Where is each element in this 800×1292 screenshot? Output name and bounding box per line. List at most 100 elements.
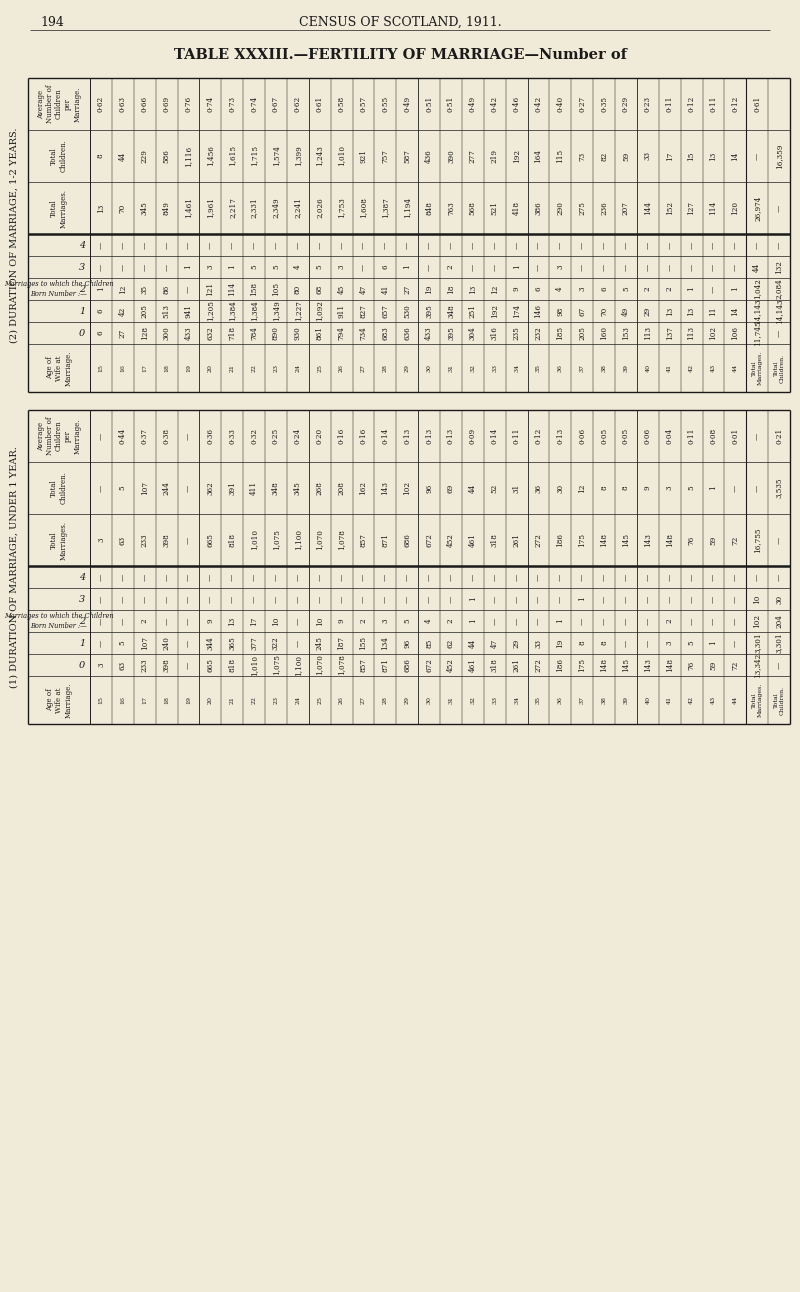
Text: —: —: [185, 484, 193, 492]
Text: 244: 244: [162, 481, 170, 495]
Text: —: —: [119, 574, 127, 580]
Text: 63: 63: [119, 535, 127, 544]
Text: Total
Children.: Total Children.: [50, 140, 67, 172]
Text: 1,194: 1,194: [403, 198, 411, 218]
Text: 1,461: 1,461: [185, 198, 193, 218]
Text: 235: 235: [513, 326, 521, 340]
Text: 86: 86: [162, 284, 170, 293]
Text: —: —: [578, 242, 586, 248]
Text: 127: 127: [687, 202, 695, 214]
Text: —: —: [294, 618, 302, 624]
Text: 322: 322: [272, 636, 280, 650]
Text: —: —: [644, 640, 652, 646]
Text: 47: 47: [359, 284, 367, 293]
Text: 229: 229: [141, 149, 149, 163]
Text: 13: 13: [469, 284, 477, 293]
Text: 31: 31: [513, 483, 521, 492]
Text: —: —: [600, 618, 608, 624]
Text: —: —: [644, 264, 652, 270]
Text: 49: 49: [622, 306, 630, 315]
Text: —: —: [490, 596, 498, 602]
Text: 0·24: 0·24: [294, 428, 302, 444]
Text: 13: 13: [710, 151, 718, 160]
Text: 3: 3: [556, 265, 564, 269]
Text: 29: 29: [513, 638, 521, 647]
Text: 818: 818: [228, 658, 236, 672]
Text: —: —: [338, 574, 346, 580]
Text: 19: 19: [186, 364, 191, 372]
Text: 76: 76: [687, 535, 695, 545]
Text: 304: 304: [469, 326, 477, 340]
Text: 521: 521: [490, 202, 498, 214]
Text: 0·62: 0·62: [97, 96, 105, 112]
Text: 5: 5: [119, 486, 127, 490]
Text: 3: 3: [666, 641, 674, 645]
Text: 148: 148: [600, 658, 608, 672]
Text: 25: 25: [317, 696, 322, 704]
Text: 5: 5: [272, 265, 280, 269]
Text: 2,241: 2,241: [294, 198, 302, 218]
Text: —: —: [141, 596, 149, 602]
Text: 6: 6: [97, 331, 105, 336]
Text: 33: 33: [492, 364, 497, 372]
Text: 1,384: 1,384: [250, 301, 258, 322]
Text: 290: 290: [556, 202, 564, 214]
Text: —: —: [622, 618, 630, 624]
Text: —: —: [710, 596, 718, 602]
Text: 8: 8: [578, 641, 586, 645]
Text: 105: 105: [272, 282, 280, 296]
Text: —: —: [753, 152, 761, 160]
Text: 29: 29: [405, 696, 410, 704]
Text: —: —: [141, 574, 149, 580]
Text: 418: 418: [513, 202, 521, 214]
Text: 14: 14: [731, 306, 739, 315]
Text: 30: 30: [556, 483, 564, 492]
Text: —: —: [490, 264, 498, 270]
Text: 1,116: 1,116: [185, 146, 193, 167]
Text: 300: 300: [162, 326, 170, 340]
Text: 59: 59: [622, 151, 630, 160]
Text: 146: 146: [534, 304, 542, 318]
Text: 0·16: 0·16: [338, 428, 346, 444]
Text: 33: 33: [492, 696, 497, 704]
Text: 30: 30: [426, 364, 431, 372]
Text: —: —: [359, 574, 367, 580]
Text: 861: 861: [316, 326, 324, 340]
Text: —: —: [534, 264, 542, 270]
Text: 34: 34: [514, 364, 519, 372]
Text: 1,070: 1,070: [316, 530, 324, 550]
Text: 42: 42: [119, 306, 127, 315]
Text: 34: 34: [514, 696, 519, 704]
Text: —: —: [556, 242, 564, 248]
Text: (1) DURATION OF MARRIAGE, UNDER 1 YEAR.: (1) DURATION OF MARRIAGE, UNDER 1 YEAR.: [10, 446, 18, 687]
Text: 395: 395: [425, 304, 433, 318]
Text: 155: 155: [359, 636, 367, 650]
Text: 0·05: 0·05: [622, 428, 630, 444]
Text: Age of
Wife at
Marriage.: Age of Wife at Marriage.: [46, 682, 72, 718]
Text: 686: 686: [403, 534, 411, 547]
Text: 33: 33: [644, 151, 652, 160]
Text: 1,243: 1,243: [316, 146, 324, 167]
Text: —: —: [162, 242, 170, 248]
Text: 1,078: 1,078: [338, 655, 346, 676]
Text: —: —: [141, 242, 149, 248]
Text: —: —: [272, 242, 280, 248]
Text: 848: 848: [425, 202, 433, 214]
Text: —: —: [425, 242, 433, 248]
Text: 0·42: 0·42: [534, 96, 542, 112]
Text: 26,974: 26,974: [753, 195, 761, 221]
Text: 204: 204: [775, 614, 783, 628]
Text: Age of
Wife at
Marriage.: Age of Wife at Marriage.: [46, 350, 72, 386]
Text: 219: 219: [490, 149, 498, 163]
Text: 1,349: 1,349: [272, 301, 280, 322]
Text: 911: 911: [338, 304, 346, 318]
Text: —: —: [600, 242, 608, 248]
Text: —: —: [97, 574, 105, 580]
Text: —: —: [775, 536, 783, 544]
Text: 1,075: 1,075: [272, 655, 280, 676]
Text: 38: 38: [602, 364, 606, 372]
Text: 1,042: 1,042: [753, 279, 761, 300]
Text: 26: 26: [339, 696, 344, 704]
Text: 27: 27: [403, 284, 411, 293]
Text: 37: 37: [580, 696, 585, 704]
